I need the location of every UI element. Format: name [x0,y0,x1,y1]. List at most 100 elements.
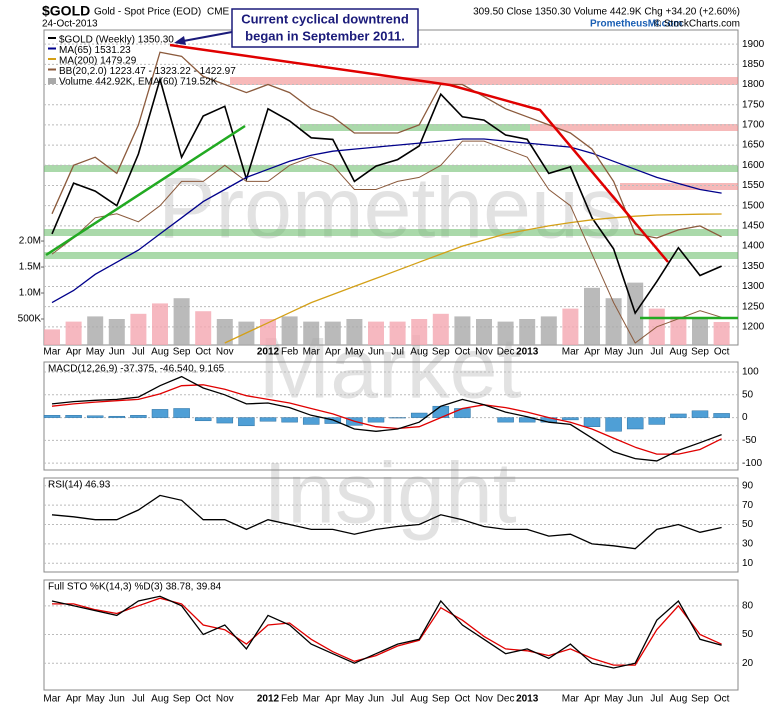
volume-bar [324,321,341,345]
histogram-bar [259,417,277,422]
panel-label: Full STO %K(14,3) %D(3) 38.78, 39.84 [48,582,222,593]
x-tick-label: Jun [627,694,643,705]
legend-entry: MA(65) 1531.23 [59,45,131,56]
histogram-bar [626,417,644,430]
volume-bar [195,311,212,345]
series-line [51,494,722,550]
volume-bar [216,319,233,345]
histogram-bar [151,409,169,418]
series-line [51,138,722,304]
series-line [224,213,722,344]
y-tick-label: 70 [742,500,754,511]
histogram-bar [518,417,536,423]
x-tick-label: Aug [410,694,428,705]
x-tick-label: Nov [475,694,493,705]
instrument-name: Gold - Spot Price (EOD) [94,7,201,18]
y-tick-label: 1200 [742,321,765,332]
x-tick-label: Sep [691,347,709,358]
y2-tick-label: 2.0M [19,236,41,247]
x-tick-label: Nov [216,347,234,358]
volume-bar [389,321,406,345]
x-tick-label: Mar [562,694,580,705]
volume-bar [432,313,449,345]
downtrend-line [169,43,669,263]
volume-bar [173,298,190,345]
legend-entry: $GOLD (Weekly) 1350.30 [59,35,174,46]
support-band [44,165,738,172]
x-tick-label: Aug [151,347,169,358]
legend-swatch [48,58,56,60]
histogram-bar [648,417,666,425]
credit: © StockCharts.com [654,19,740,30]
series-line [51,51,722,239]
x-tick-label: May [604,694,623,705]
legend-swatch [48,37,56,39]
y-tick-label: 1550 [742,180,765,191]
y-tick-label: -50 [742,435,757,446]
y-tick-label: 1650 [742,140,765,151]
y-tick-label: 1450 [742,221,765,232]
x-tick-label: Nov [475,347,493,358]
x-tick-label: Mar [303,694,321,705]
panel-label: MACD(12,26,9) -37.375, -46.540, 9.165 [48,364,225,375]
volume-bar [411,319,428,345]
volume-bar [108,319,125,345]
callout-text: began in September 2011. [245,28,405,43]
series-line [51,595,722,669]
histogram-bar [108,415,126,418]
histogram-bar [43,415,61,418]
y-tick-label: 90 [742,480,754,491]
histogram-bar [497,417,514,423]
histogram-bar [173,408,190,418]
volume-bar [44,329,60,345]
x-tick-label: Oct [714,694,730,705]
x-tick-label: Oct [195,694,211,705]
x-tick-label: Apr [66,347,82,358]
volume-bar [260,319,276,345]
x-tick-label: Oct [714,347,730,358]
x-tick-label: Feb [281,347,299,358]
x-tick-label: 2012 [257,347,280,358]
x-tick-label: Jul [391,347,404,358]
volume-bar [130,313,147,345]
x-tick-label: Aug [410,347,428,358]
y-tick-label: 30 [742,539,754,550]
series-line [52,597,722,666]
histogram-bar [302,417,320,425]
resistance-band [620,183,738,190]
y-tick-label: 1700 [742,120,765,131]
volume-bar [713,321,730,345]
x-tick-label: Apr [66,694,82,705]
legend-swatch [48,78,56,84]
y-tick-label: 1500 [742,200,765,211]
y-tick-label: 1850 [742,59,765,70]
legend-swatch [48,68,56,71]
support-band [44,229,738,236]
histogram-bar [238,417,255,427]
histogram-bar [216,417,234,424]
volume-bar [454,316,471,345]
x-tick-label: Mar [43,347,61,358]
volume-bar [519,319,536,345]
y-tick-label: 1350 [742,261,765,272]
volume-bar [281,316,298,345]
y-tick-label: 1750 [742,99,765,110]
histogram-bar [65,415,82,418]
y-tick-label: 50 [742,519,754,530]
legend-swatch [48,47,56,50]
histogram-bar [130,415,147,418]
y2-tick-label: 1.5M [19,262,41,273]
volume-bar [346,319,363,345]
volume-bar [540,316,557,345]
x-tick-label: May [86,694,105,705]
volume-bar [152,303,168,345]
histogram-bar [562,417,579,421]
callout-arrow [177,31,233,43]
x-tick-label: Jun [627,347,643,358]
x-tick-label: Oct [195,347,211,358]
y-tick-label: 1300 [742,281,765,292]
callout-text: Current cyclical downtrend [241,11,409,26]
volume-bar [65,321,82,345]
x-tick-label: Apr [584,694,600,705]
symbol: $GOLD [42,3,90,19]
